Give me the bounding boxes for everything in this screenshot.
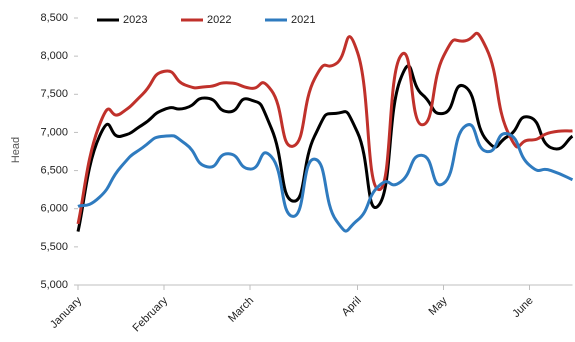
y-tick-label: 6,500 xyxy=(40,164,68,176)
x-tick-label: March xyxy=(226,295,256,325)
y-tick-label: 8,000 xyxy=(40,50,68,62)
series-line xyxy=(76,64,574,232)
series-line xyxy=(77,123,574,233)
y-tick-label: 5,500 xyxy=(40,241,68,253)
x-tick-label: June xyxy=(510,295,535,320)
series-line xyxy=(76,31,573,225)
legend-label: 2022 xyxy=(207,14,231,26)
y-tick-label: 7,500 xyxy=(40,88,68,100)
x-tick-label: January xyxy=(48,294,85,331)
legend-label: 2021 xyxy=(291,14,315,26)
y-tick-label: 5,000 xyxy=(40,279,68,291)
legend-label: 2023 xyxy=(123,14,147,26)
x-tick-label: April xyxy=(340,295,364,319)
y-axis-label: Head xyxy=(10,137,22,163)
y-tick-label: 8,500 xyxy=(40,12,68,24)
x-tick-label: February xyxy=(131,294,171,334)
y-tick-label: 6,000 xyxy=(40,203,68,215)
y-tick-label: 7,000 xyxy=(40,126,68,138)
x-tick-label: May xyxy=(426,294,450,318)
